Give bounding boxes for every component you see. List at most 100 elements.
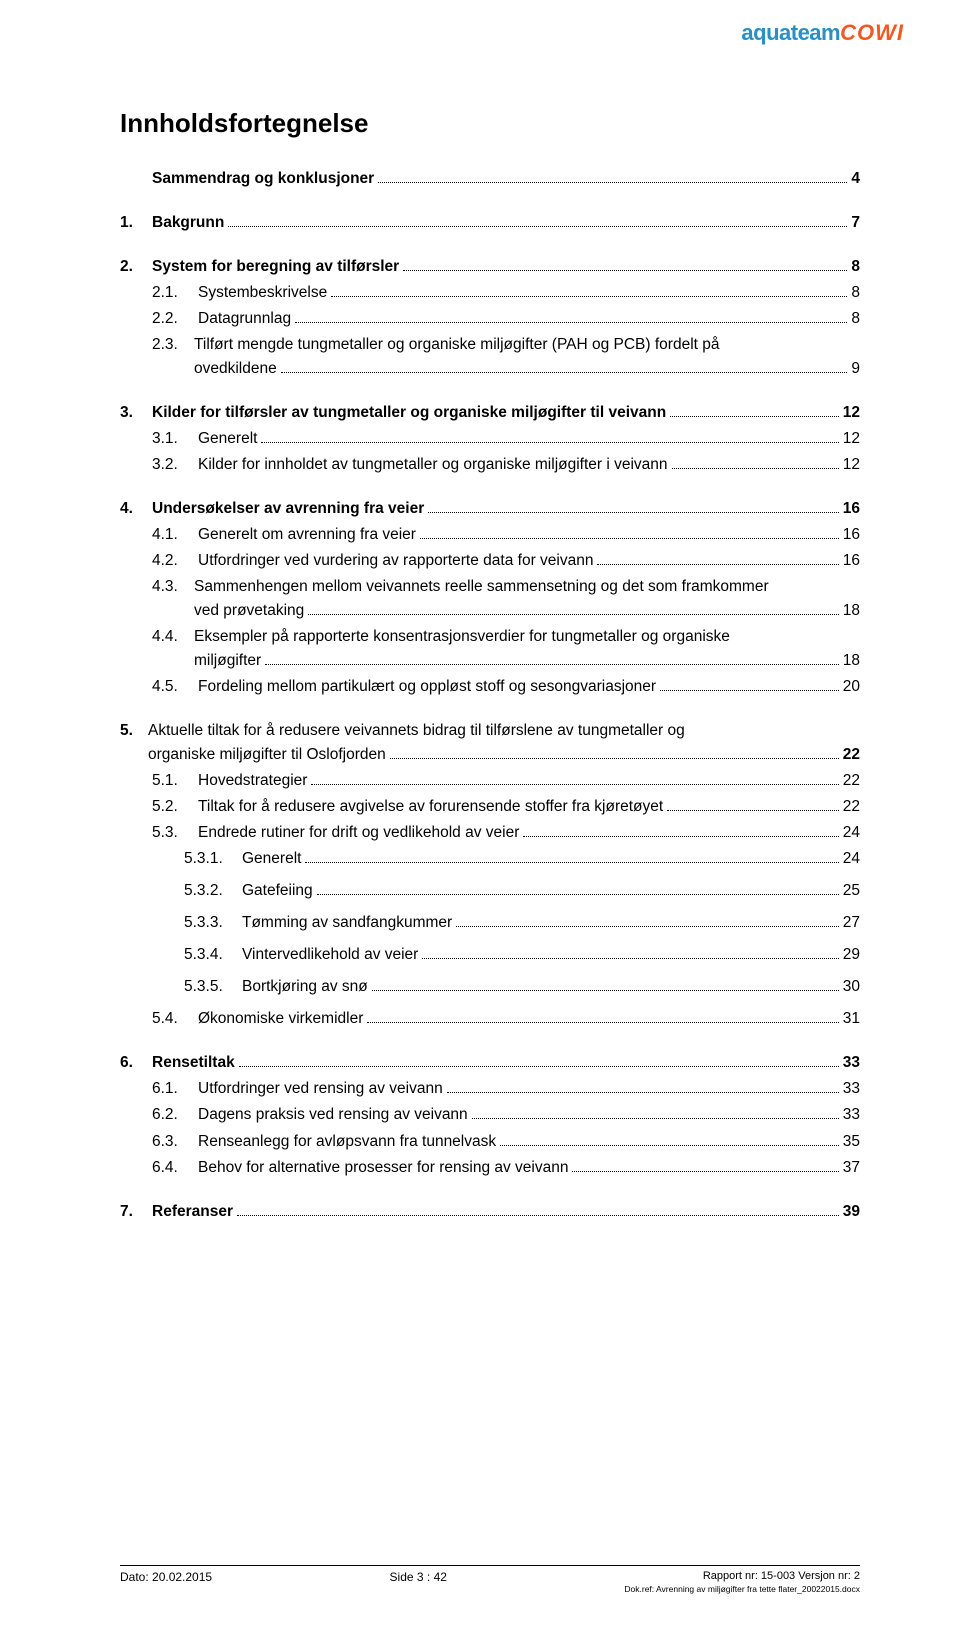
toc-leader-dots — [308, 614, 838, 615]
logo-cowi: COWI — [840, 20, 904, 45]
toc-label: Endrede rutiner for drift og vedlikehold… — [194, 821, 519, 845]
toc-page: 22 — [843, 743, 860, 767]
toc-leader-dots — [597, 564, 838, 565]
toc-label: organiske miljøgifter til Oslofjorden — [148, 743, 386, 767]
toc-label: Kilder for innholdet av tungmetaller og … — [194, 453, 668, 477]
toc-label: ovedkildene — [194, 357, 277, 381]
toc-page: 20 — [843, 675, 860, 699]
toc-entry: 4.2.Utfordringer ved vurdering av rappor… — [120, 549, 860, 573]
toc-number: 5.3.1. — [184, 847, 238, 871]
toc-page: 8 — [851, 255, 860, 279]
toc-number: 6.3. — [152, 1130, 194, 1154]
toc-leader-dots — [378, 182, 847, 183]
toc-label-wrap: Aktuelle tiltak for å redusere veivannet… — [148, 719, 860, 767]
toc-page: 25 — [843, 879, 860, 903]
toc-number: 7. — [120, 1200, 148, 1224]
toc-entry: 1.Bakgrunn7 — [120, 211, 860, 235]
toc-label-wrap: Tilført mengde tungmetaller og organiske… — [194, 333, 860, 381]
toc-leader-dots — [239, 1066, 839, 1067]
toc-label: Utfordringer ved vurdering av rapportert… — [194, 549, 593, 573]
footer-date: Dato: 20.02.2015 — [120, 1570, 212, 1584]
toc-entry: 4.3.Sammenhengen mellom veivannets reell… — [120, 575, 860, 623]
toc-label: Tiltak for å redusere avgivelse av forur… — [194, 795, 663, 819]
toc-label: Tømming av sandfangkummer — [238, 911, 452, 935]
toc-page: 18 — [843, 599, 860, 623]
toc-leader-dots — [265, 664, 839, 665]
toc-entry: 6.3.Renseanlegg for avløpsvann fra tunne… — [120, 1130, 860, 1154]
toc-leader-dots — [228, 226, 847, 227]
footer-page-number: Side 3 : 42 — [390, 1570, 447, 1584]
toc-page: 30 — [843, 975, 860, 999]
toc-label: Bakgrunn — [148, 211, 224, 235]
toc-page: 16 — [843, 497, 860, 521]
toc-leader-dots — [428, 512, 839, 513]
toc-label: Renseanlegg for avløpsvann fra tunnelvas… — [194, 1130, 496, 1154]
toc-leader-dots — [367, 1022, 838, 1023]
toc-leader-dots — [261, 442, 838, 443]
toc-page: 31 — [843, 1007, 860, 1031]
toc-leader-dots — [403, 270, 847, 271]
toc-entry: 6.1.Utfordringer ved rensing av veivann 3… — [120, 1077, 860, 1101]
toc-entry: 6.2.Dagens praksis ved rensing av veivan… — [120, 1103, 860, 1127]
brand-logo: aquateamCOWI — [741, 20, 904, 46]
toc-number: 4.5. — [152, 675, 194, 699]
toc-number: 5.3.4. — [184, 943, 238, 967]
toc-page: 37 — [843, 1156, 860, 1180]
toc-number: 2.3. — [152, 333, 194, 357]
toc-entry: 5.3.1.Generelt24 — [120, 847, 860, 871]
toc-label: Tilført mengde tungmetaller og organiske… — [194, 333, 860, 357]
toc-entry: 5.1.Hovedstrategier22 — [120, 769, 860, 793]
toc-label: Utfordringer ved rensing av veivann — [194, 1077, 443, 1101]
toc-page: 12 — [843, 453, 860, 477]
toc-leader-dots — [523, 836, 838, 837]
page-title: Innholdsfortegnelse — [120, 108, 860, 139]
toc-leader-dots — [237, 1215, 839, 1216]
toc-entry: 2.System for beregning av tilførsler 8 — [120, 255, 860, 279]
toc-page: 39 — [843, 1200, 860, 1224]
toc-entry: 2.3.Tilført mengde tungmetaller og organ… — [120, 333, 860, 381]
toc-entry: 5.2.Tiltak for å redusere avgivelse av f… — [120, 795, 860, 819]
toc-label: miljøgifter — [194, 649, 261, 673]
toc-label: Bortkjøring av snø — [238, 975, 368, 999]
toc-number: 4.3. — [152, 575, 194, 599]
toc-entry: 2.1.Systembeskrivelse8 — [120, 281, 860, 305]
toc-leader-dots — [572, 1171, 838, 1172]
toc-leader-dots — [472, 1118, 839, 1119]
toc-entry: 5.3.2.Gatefeiing25 — [120, 879, 860, 903]
toc-number: 5.2. — [152, 795, 194, 819]
page-content: Innholdsfortegnelse Sammendrag og konklu… — [0, 0, 960, 1224]
toc-number: 6.1. — [152, 1077, 194, 1101]
toc-label: System for beregning av tilførsler — [148, 255, 399, 279]
toc-number: 2. — [120, 255, 148, 279]
toc-page: 8 — [851, 307, 860, 331]
toc-number: 6.4. — [152, 1156, 194, 1180]
toc-label: Referanser — [148, 1200, 233, 1224]
toc-leader-dots — [311, 784, 838, 785]
toc-leader-dots — [447, 1092, 839, 1093]
toc-leader-dots — [667, 810, 839, 811]
toc-leader-dots — [420, 538, 839, 539]
toc-label: Systembeskrivelse — [194, 281, 327, 305]
toc-page: 8 — [851, 281, 860, 305]
toc-label: Generelt — [194, 427, 257, 451]
toc-page: 9 — [851, 357, 860, 381]
toc-label: Sammendrag og konklusjoner — [148, 167, 374, 191]
toc-entry: 6.4.Behov for alternative prosesser for … — [120, 1156, 860, 1180]
toc-leader-dots — [372, 990, 839, 991]
toc-number: 3. — [120, 401, 148, 425]
toc-label-wrap: Eksempler på rapporterte konsentrasjonsv… — [194, 625, 860, 673]
toc-entry: 5.3.4.Vintervedlikehold av veier29 — [120, 943, 860, 967]
toc-number: 6. — [120, 1051, 148, 1075]
toc-number: 4. — [120, 497, 148, 521]
toc-leader-dots — [331, 296, 847, 297]
toc-page: 22 — [843, 795, 860, 819]
toc-number: 5.4. — [152, 1007, 194, 1031]
toc-page: 33 — [843, 1077, 860, 1101]
toc-number: 5.1. — [152, 769, 194, 793]
toc-entry: 6.Rensetiltak33 — [120, 1051, 860, 1075]
footer-report-main: Rapport nr: 15-003 Versjon nr: 2 — [624, 1570, 860, 1582]
toc-entry: 4.Undersøkelser av avrenning fra veier16 — [120, 497, 860, 521]
toc-number: 1. — [120, 211, 148, 235]
toc-entry: Sammendrag og konklusjoner4 — [120, 167, 860, 191]
toc-number: 5. — [120, 719, 148, 743]
